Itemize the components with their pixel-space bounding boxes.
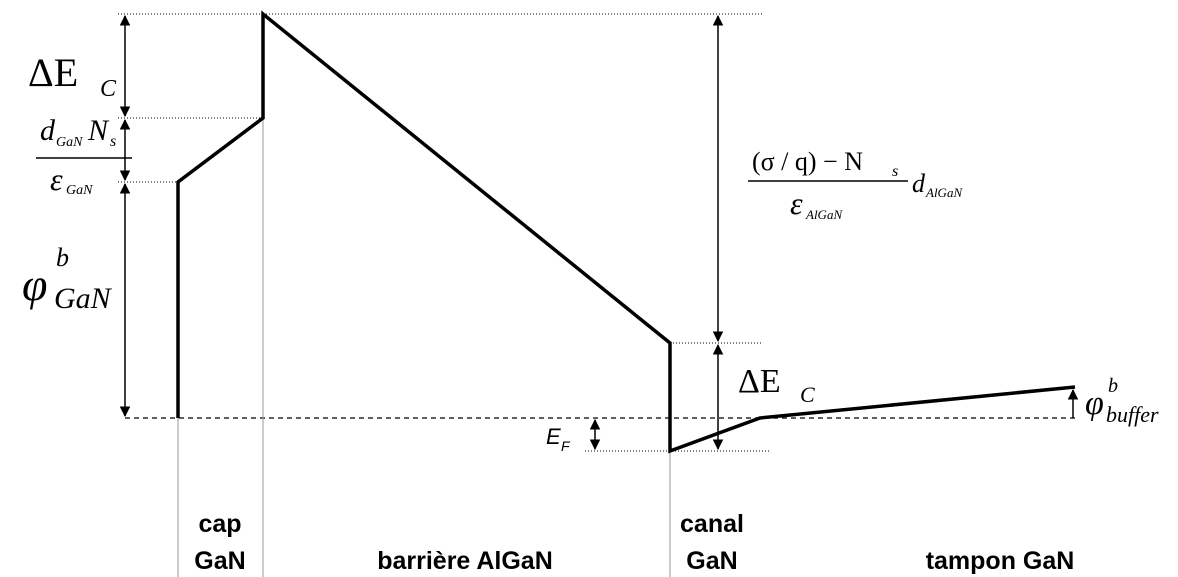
region-label: tampon GaN <box>926 547 1075 575</box>
label: φ <box>22 259 47 310</box>
label: ΔE <box>738 363 781 400</box>
label-sub: GaN <box>66 183 93 198</box>
barrier-field: (σ / q) − N s ε AlGaN d AlGaN <box>748 147 963 222</box>
label-sub: GaN <box>56 135 83 150</box>
region-label: canal <box>680 510 744 538</box>
label-sub: s <box>892 163 898 180</box>
label-sub: s <box>110 133 116 150</box>
guides <box>118 13 1075 577</box>
label-sub: AlGaN <box>925 185 963 200</box>
delta-ec-right: ΔE C <box>738 363 815 407</box>
arrows <box>119 14 1079 451</box>
label-sub: C <box>800 382 815 407</box>
label-sub: buffer <box>1106 402 1159 427</box>
regions: cap GaN barrière AlGaN canal GaN tampon … <box>194 510 1074 575</box>
cap-field: d GaN N s ε GaN <box>36 114 132 198</box>
label: ε <box>50 161 63 197</box>
region-label: GaN <box>194 547 245 575</box>
region-label: cap <box>198 510 241 538</box>
label-sub: C <box>100 76 117 102</box>
label: d <box>40 114 56 147</box>
label: ΔE <box>28 50 78 95</box>
label: (σ / q) − N <box>752 147 863 176</box>
label-sub: AlGaN <box>805 207 843 222</box>
label: ε <box>790 185 803 221</box>
label: E <box>546 424 561 449</box>
fermi-label: E F <box>546 424 571 454</box>
label-sup: b <box>56 243 69 272</box>
label-sup: b <box>1108 375 1118 397</box>
delta-ec-left: ΔE C <box>28 50 117 102</box>
phi-buffer: φ b buffer <box>1085 375 1159 427</box>
phi-gan: φ b GaN <box>22 243 113 315</box>
label: φ <box>1085 385 1104 422</box>
label-sub: GaN <box>54 282 113 315</box>
region-label: barrière AlGaN <box>377 547 553 575</box>
label: d <box>912 169 926 198</box>
conduction-band <box>176 10 1076 454</box>
region-label: GaN <box>686 547 737 575</box>
label: N <box>87 114 110 147</box>
label-sub: F <box>561 438 571 454</box>
